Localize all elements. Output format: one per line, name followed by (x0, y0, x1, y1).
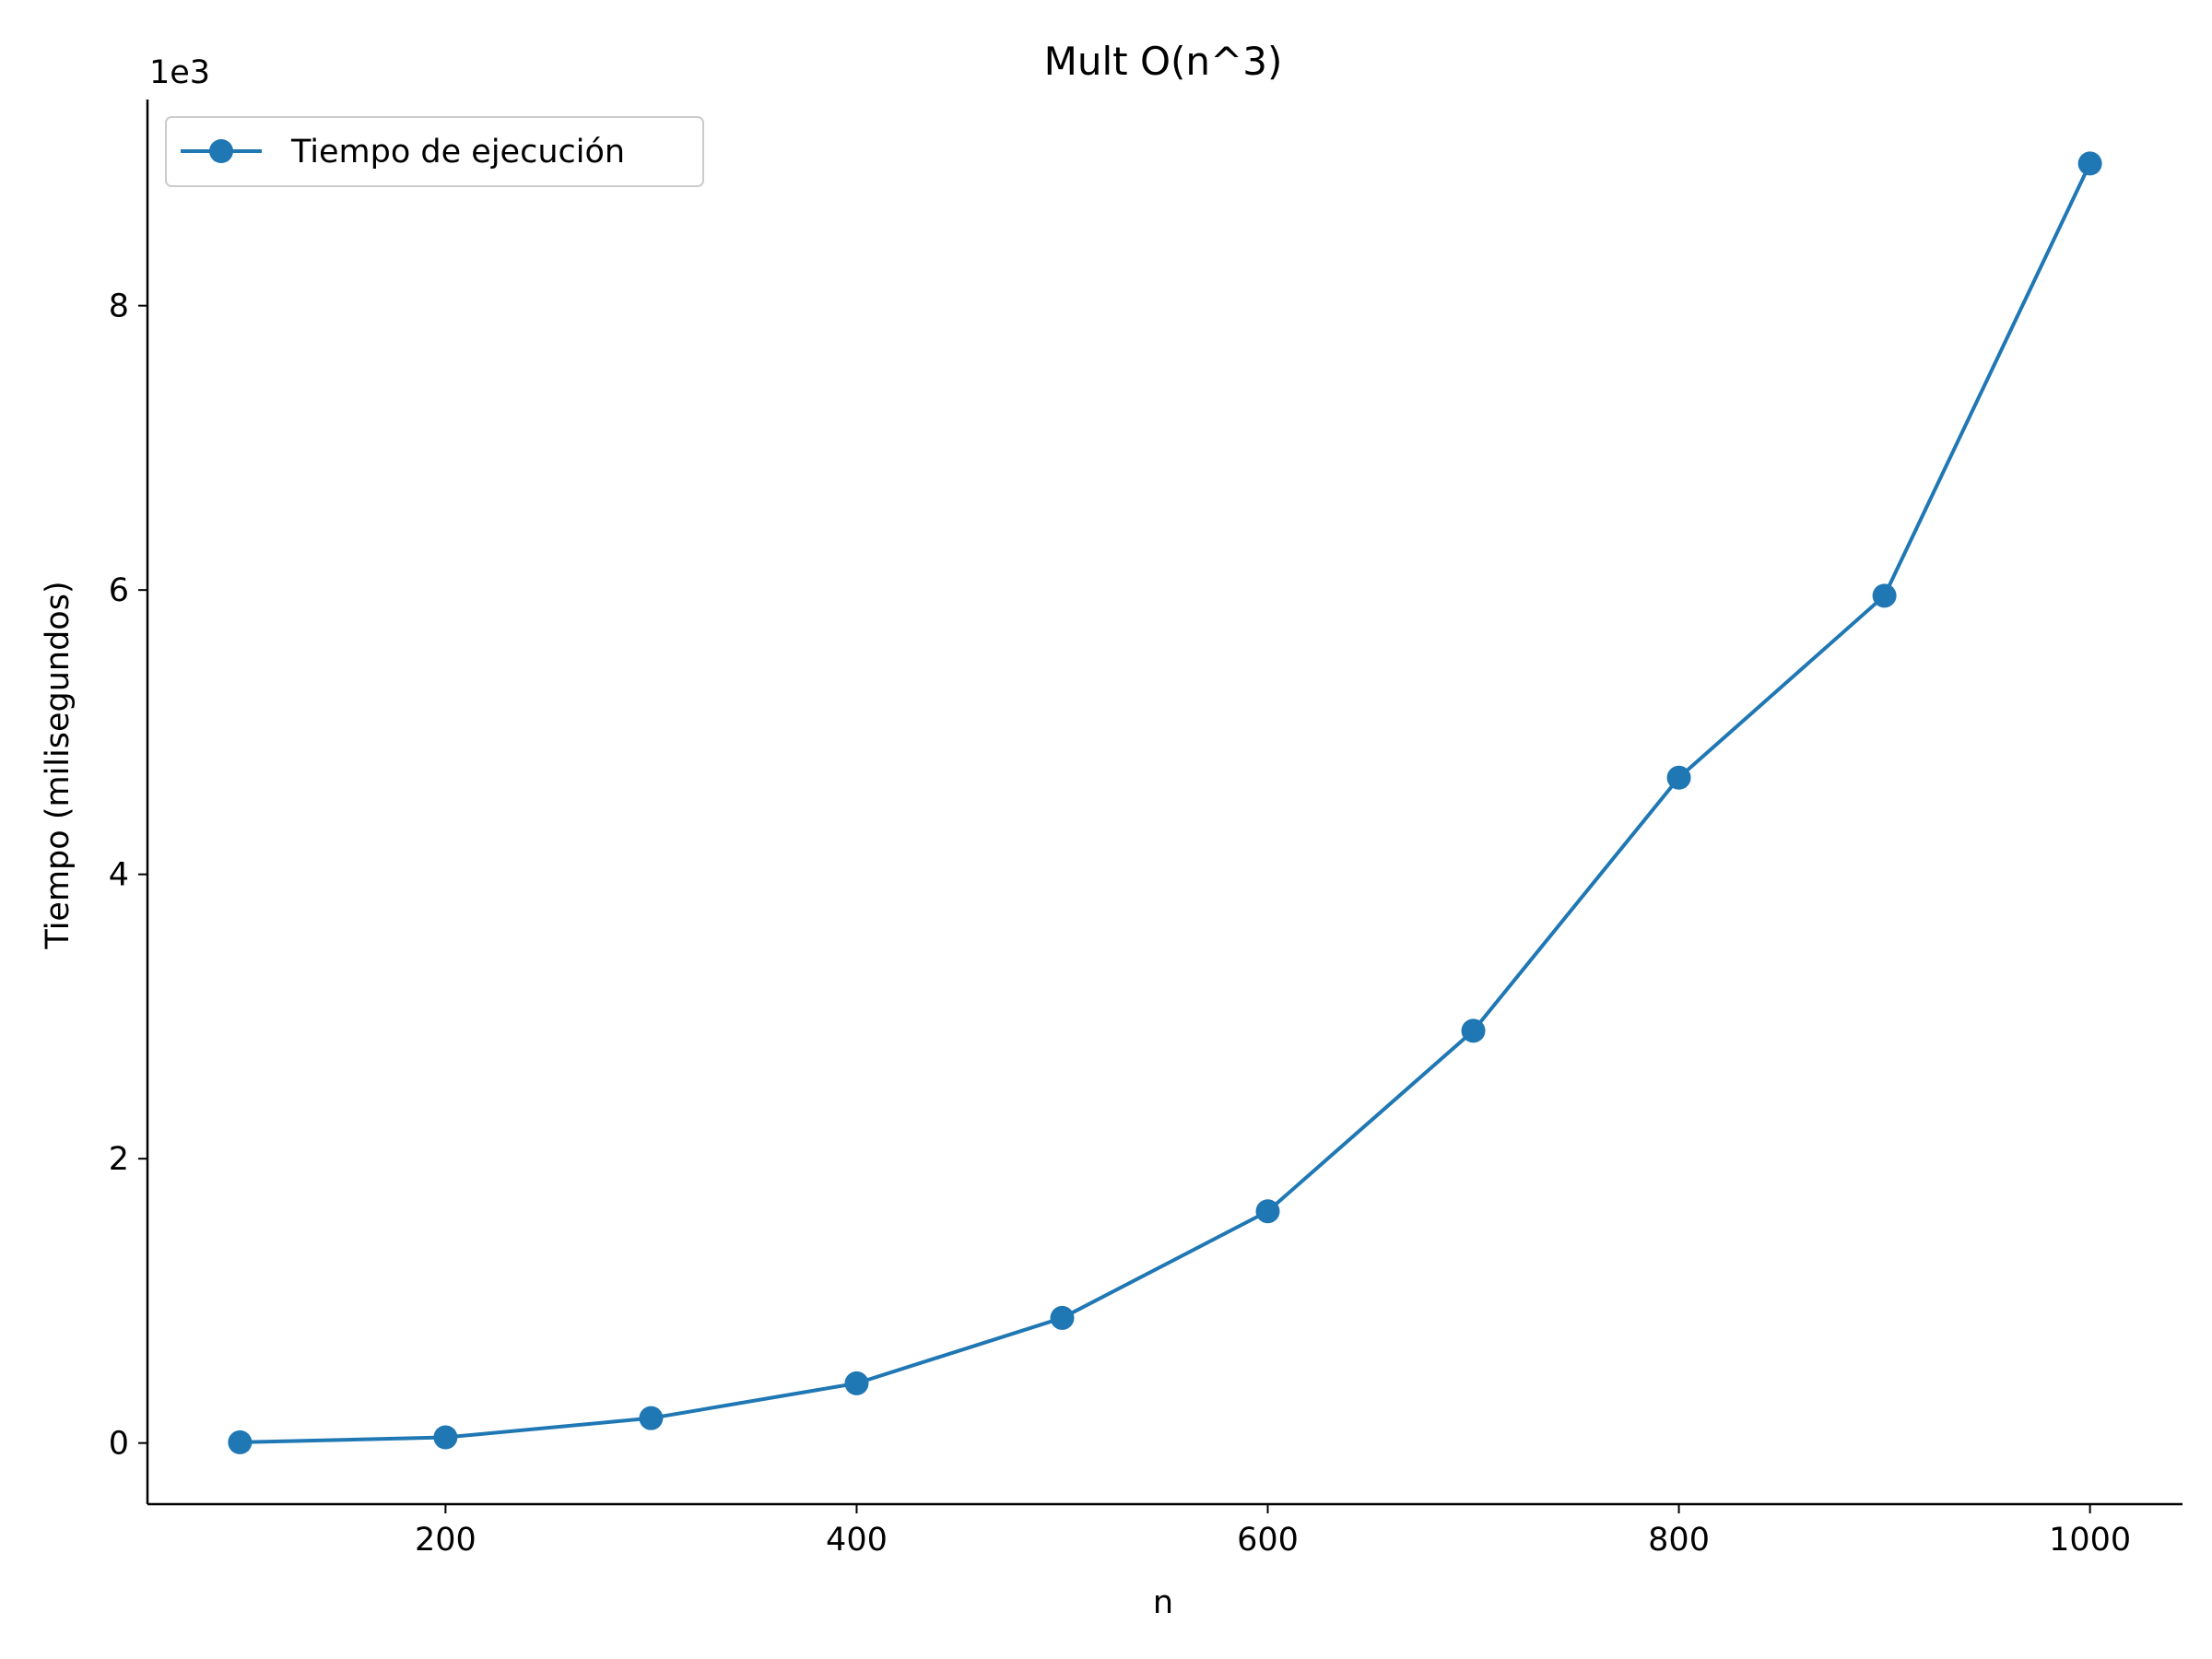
data-point (639, 1406, 664, 1430)
y-tick-label: 6 (109, 572, 129, 609)
x-tick-label: 600 (1237, 1522, 1299, 1559)
legend: Tiempo de ejecución (165, 116, 704, 187)
legend-entry-label: Tiempo de ejecución (290, 134, 625, 171)
data-point (1872, 583, 1897, 608)
x-tick-label: 400 (826, 1522, 888, 1559)
data-point (433, 1425, 458, 1450)
axes (146, 100, 2183, 1506)
legend-frame (165, 116, 704, 187)
data-point (2077, 151, 2102, 176)
x-tick-label: 1000 (2049, 1522, 2131, 1559)
y-ticks: 0 2 4 6 8 (109, 288, 147, 1463)
data-point (1255, 1199, 1280, 1224)
x-axis-label: n (1153, 1584, 1173, 1621)
x-ticks: 200 400 600 800 1000 (415, 1504, 2131, 1559)
data-point (1050, 1305, 1075, 1330)
series-line-0 (240, 162, 2092, 1444)
y-axis-offset-label: 1e3 (149, 54, 210, 91)
y-tick-label: 4 (109, 857, 129, 894)
y-tick-label: 0 (109, 1426, 129, 1463)
x-tick-label: 800 (1648, 1522, 1710, 1559)
data-point (1666, 765, 1691, 790)
x-tick-label: 200 (415, 1522, 477, 1559)
data-point (228, 1430, 253, 1454)
legend-marker (209, 139, 233, 163)
y-tick-label: 2 (109, 1141, 129, 1178)
data-point (844, 1371, 869, 1395)
series-layer (228, 151, 2102, 1454)
data-point (1461, 1018, 1486, 1043)
y-axis-label: Tiempo (milisegundos) (40, 581, 76, 949)
y-tick-label: 8 (109, 288, 129, 325)
chart-title: Mult O(n^3) (1044, 39, 1283, 84)
